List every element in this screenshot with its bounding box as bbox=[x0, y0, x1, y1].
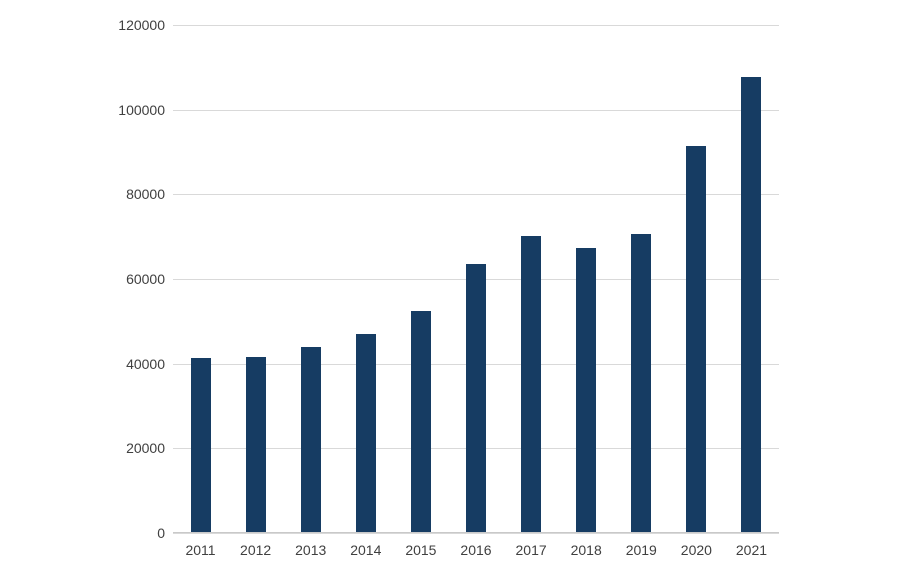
x-tick-label: 2011 bbox=[185, 542, 216, 558]
plot-area bbox=[173, 25, 779, 534]
gridline bbox=[173, 25, 779, 26]
bar-2018 bbox=[576, 247, 597, 533]
bar-2016 bbox=[466, 263, 486, 533]
x-tick-label: 2013 bbox=[295, 542, 327, 558]
bar-2017 bbox=[521, 235, 542, 533]
y-tick-label: 20000 bbox=[126, 440, 165, 457]
gridline bbox=[173, 194, 779, 196]
x-tick-label: 2019 bbox=[625, 542, 657, 558]
bar-2013 bbox=[300, 346, 321, 533]
x-tick-label: 2021 bbox=[735, 542, 768, 558]
bar-2012 bbox=[245, 356, 266, 533]
bar-2021 bbox=[741, 77, 762, 533]
x-tick-label: 2014 bbox=[350, 542, 382, 558]
bar-2011 bbox=[190, 358, 211, 533]
gridline bbox=[173, 533, 779, 534]
y-tick-label: 0 bbox=[157, 525, 165, 541]
y-tick-label: 120000 bbox=[118, 17, 165, 33]
y-tick-label: 100000 bbox=[118, 101, 165, 118]
x-axis-line bbox=[173, 532, 779, 533]
y-tick-label: 80000 bbox=[126, 186, 165, 203]
bar-2014 bbox=[355, 334, 376, 533]
gridline bbox=[173, 109, 779, 111]
x-tick-label: 2017 bbox=[515, 542, 547, 558]
x-tick-label: 2015 bbox=[405, 542, 437, 558]
x-tick-label: 2012 bbox=[240, 542, 272, 558]
x-tick-label: 2018 bbox=[570, 542, 602, 558]
x-tick-label: 2016 bbox=[460, 542, 492, 558]
y-tick-label: 60000 bbox=[126, 271, 165, 287]
bar-2015 bbox=[410, 311, 431, 533]
y-tick-label: 40000 bbox=[126, 355, 165, 372]
bar-2019 bbox=[631, 234, 652, 533]
bar-2020 bbox=[686, 145, 707, 533]
x-tick-label: 2020 bbox=[680, 542, 712, 558]
